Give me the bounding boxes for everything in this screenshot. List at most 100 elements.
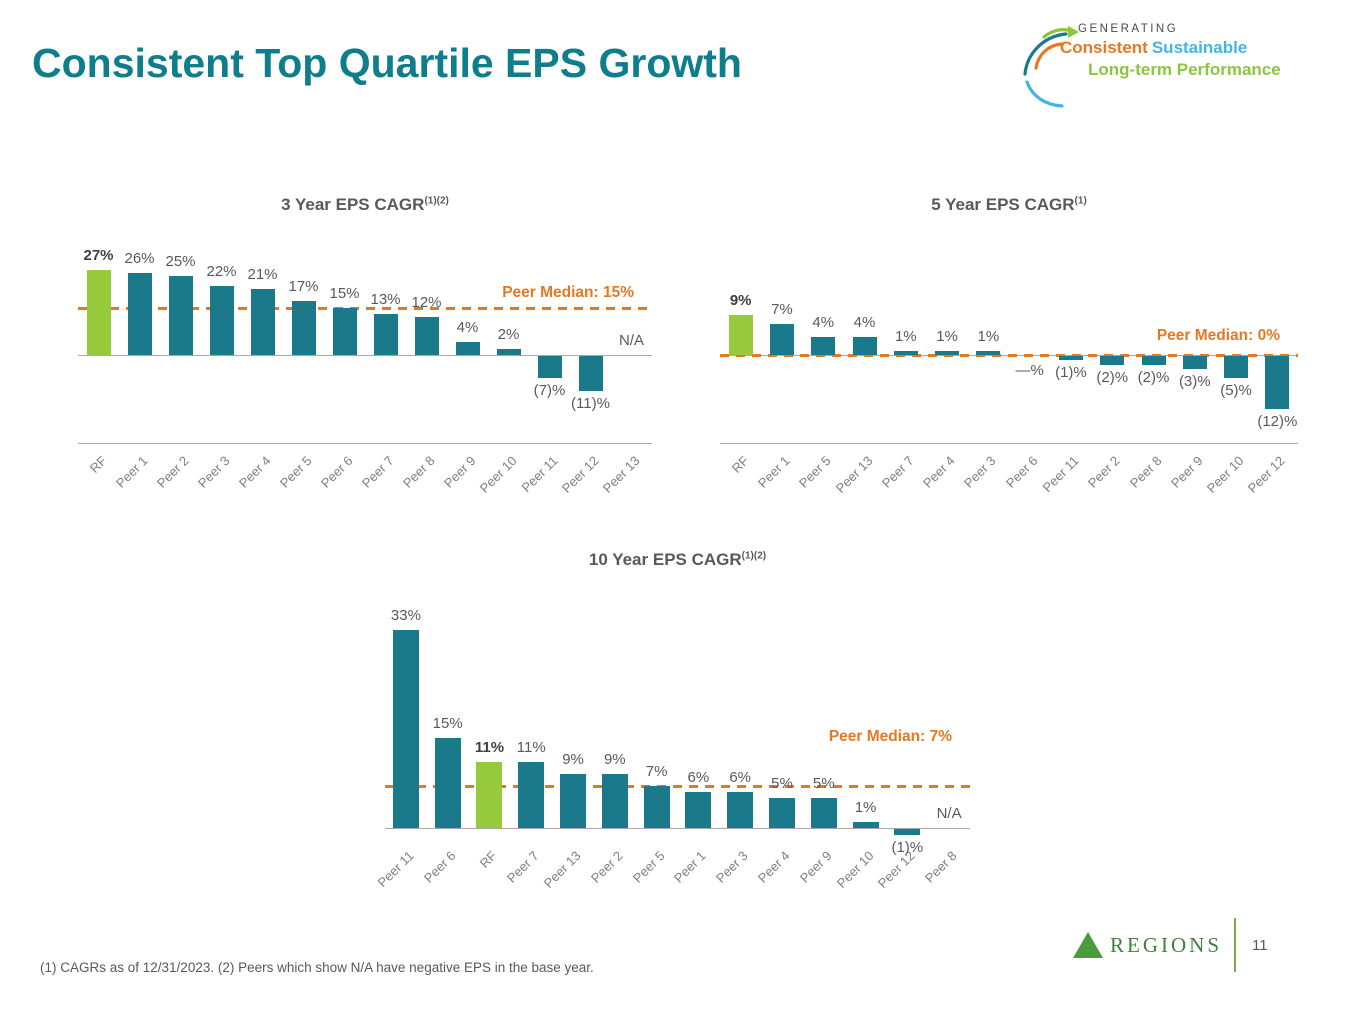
value-label: 9% <box>729 292 752 309</box>
peer-median-label: Peer Median: 7% <box>828 728 952 745</box>
chart-10-year-eps-cagr: 10 Year EPS CAGR(1)(2) Peer Median: 7% 3… <box>374 550 970 933</box>
plot-area: Peer Median: 7% 33% 15% 11% 11% 9% 9% 7% 6% 6% 5%… <box>385 590 970 856</box>
footnote: (1) CAGRs as of 12/31/2023. (2) Peers wh… <box>40 960 594 975</box>
value-label: 13% <box>370 291 401 309</box>
bar-peer-12 <box>894 829 921 835</box>
tagline-generating: GENERATING <box>1078 23 1179 35</box>
bar-peer-1 <box>685 792 712 828</box>
value-label: (2)% <box>1137 368 1170 386</box>
value-label: 7% <box>645 763 668 780</box>
value-label: 15% <box>432 715 463 732</box>
chart-title-superscript: (1)(2) <box>741 550 767 562</box>
bar-peer-2 <box>1100 356 1125 365</box>
bar-peer-5 <box>811 337 836 355</box>
bar-peer-5 <box>643 786 670 828</box>
brand-divider <box>1234 918 1237 972</box>
value-label: 9% <box>603 751 626 768</box>
bar-peer-8 <box>1141 356 1166 365</box>
bar-peer-5 <box>291 301 316 355</box>
zero-axis-line <box>78 355 652 356</box>
bar-peer-7 <box>893 350 918 355</box>
value-label: N/A <box>618 332 644 349</box>
value-label: 27% <box>83 247 114 264</box>
value-label: 7% <box>771 300 793 318</box>
bar-peer-6 <box>434 738 461 828</box>
bar-peer-12 <box>578 356 603 391</box>
bar-peer-11 <box>1058 356 1083 361</box>
bar-peer-1 <box>127 273 152 355</box>
bar-peer-10 <box>496 348 521 355</box>
tagline-line2: Consistent Sustainable <box>1060 37 1322 59</box>
bar-rf <box>86 270 111 355</box>
bar-peer-13 <box>852 337 877 355</box>
bar-rf <box>728 315 753 355</box>
bar-peer-2 <box>168 276 193 355</box>
bar-peer-9 <box>1182 356 1207 370</box>
chart-5-year-eps-cagr: 5 Year EPS CAGR(1) Peer Median: 0% 9% 7% 4… <box>720 195 1298 538</box>
value-label: 21% <box>247 265 278 283</box>
regions-logo: REGIONS 11 <box>1072 918 1268 972</box>
chart-title-text: 5 Year EPS CAGR <box>931 195 1075 214</box>
tagline-sustainable: Sustainable <box>1151 37 1248 57</box>
value-label: 5% <box>771 775 793 792</box>
chart-title: 3 Year EPS CAGR(1)(2) <box>78 195 652 235</box>
chart-title-superscript: (1)(2) <box>424 195 449 207</box>
chart-title-text: 10 Year EPS CAGR <box>588 550 742 569</box>
value-label: 26% <box>124 250 155 268</box>
bar-peer-11 <box>392 630 419 828</box>
bar-peer-2 <box>601 774 628 828</box>
value-label: 1% <box>977 327 1000 345</box>
bar-peer-4 <box>935 350 960 355</box>
value-label: 4% <box>812 314 835 332</box>
peer-median-line <box>720 354 1298 357</box>
value-label: 2% <box>497 325 520 343</box>
regions-triangle-icon <box>1073 932 1103 958</box>
bar-peer-4 <box>768 798 795 828</box>
value-label: (1)% <box>891 839 924 856</box>
value-label: (5)% <box>1220 382 1252 400</box>
value-label: 5% <box>812 775 835 792</box>
value-label: 6% <box>687 769 710 786</box>
value-label: 1% <box>936 327 958 345</box>
bar-peer-4 <box>250 288 275 355</box>
chart-title-text: 3 Year EPS CAGR <box>281 195 425 214</box>
tagline-long-term: Long-term Performance <box>1088 60 1281 80</box>
plot-area: Peer Median: 15% 27% 26% 25% 22% 21% 17% 15% 13… <box>78 235 652 444</box>
value-label: 12% <box>411 294 442 312</box>
tagline-swoosh-icon <box>1023 26 1079 108</box>
bar-rf <box>476 762 503 828</box>
bar-peer-3 <box>976 350 1001 355</box>
value-label: (7)% <box>533 382 566 400</box>
value-label: 33% <box>390 607 421 624</box>
plot-area: Peer Median: 0% 9% 7% 4% 4% 1% 1% 1% —% (1)% (2)%… <box>720 235 1298 444</box>
bar-peer-10 <box>1224 356 1249 379</box>
bar-peer-10 <box>852 822 879 828</box>
chart-title-superscript: (1) <box>1074 195 1087 207</box>
value-label: —% <box>1015 362 1044 379</box>
value-label: 9% <box>562 751 584 768</box>
bar-peer-8 <box>414 317 439 355</box>
bar-peer-12 <box>1265 356 1290 410</box>
brand-tagline: GENERATING Consistent Sustainable Long-te… <box>1012 22 1322 108</box>
value-label: 1% <box>854 799 877 816</box>
chart-title: 10 Year EPS CAGR(1)(2) <box>385 550 970 590</box>
value-label: 11% <box>474 739 505 756</box>
value-label: 4% <box>853 314 876 332</box>
chart-title: 5 Year EPS CAGR(1) <box>720 195 1298 235</box>
value-label: 25% <box>165 253 196 271</box>
bar-peer-3 <box>209 285 234 355</box>
value-label: (1)% <box>1055 364 1087 382</box>
peer-median-line <box>78 306 652 310</box>
peer-median-label: Peer Median: 0% <box>1156 327 1280 344</box>
page-number: 11 <box>1252 936 1268 954</box>
value-label: 1% <box>894 327 917 345</box>
peer-median-line <box>385 785 970 788</box>
value-label: 22% <box>206 262 237 280</box>
regions-wordmark: REGIONS <box>1110 932 1223 957</box>
value-label: (3)% <box>1178 373 1211 391</box>
x-axis-labels: RF Peer 1 Peer 2 Peer 3 Peer 4 Peer 5 Peer 6 Pe… <box>78 443 652 538</box>
bar-peer-3 <box>727 792 754 828</box>
bar-peer-7 <box>373 314 398 355</box>
